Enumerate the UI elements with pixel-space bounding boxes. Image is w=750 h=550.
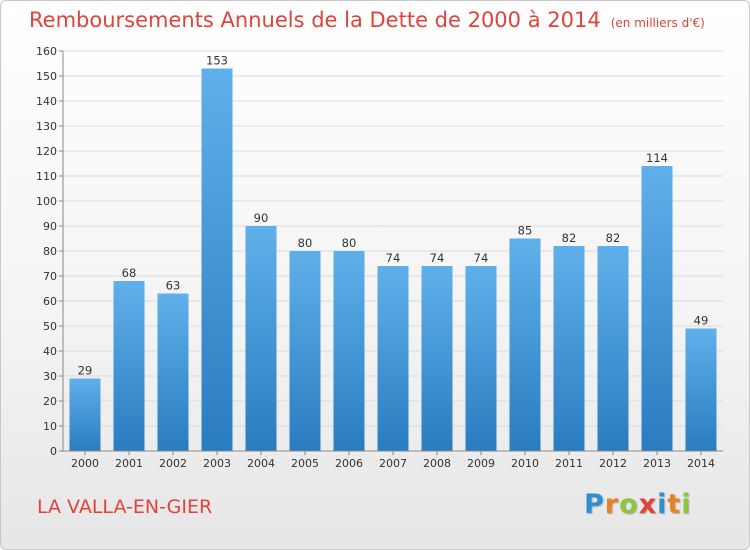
data-label: 85 [518, 224, 533, 238]
y-tick-label: 110 [36, 170, 57, 183]
bar-2008 [421, 266, 453, 451]
x-tick-label: 2007 [379, 457, 407, 470]
bar-2002 [157, 293, 189, 451]
chart-title: Remboursements Annuels de la Dette de 20… [29, 8, 705, 32]
bar-2001 [113, 281, 145, 451]
data-label: 80 [298, 236, 313, 250]
x-tick-label: 2011 [555, 457, 583, 470]
y-tick-label: 0 [50, 445, 57, 458]
place-name: LA VALLA-EN-GIER [37, 496, 213, 518]
x-tick-label: 2008 [423, 457, 451, 470]
y-tick-label: 90 [43, 220, 57, 233]
y-tick-labels: 0 10 20 30 40 50 60 70 80 90 100 110 120 130 140 150 160 [36, 45, 57, 458]
y-tick-label: 40 [43, 345, 57, 358]
y-tick-label: 60 [43, 295, 57, 308]
y-tick-label: 120 [36, 145, 57, 158]
data-label: 82 [562, 231, 577, 245]
bar-2005 [289, 251, 321, 451]
y-tick-label: 100 [36, 195, 57, 208]
axes [62, 51, 723, 452]
bars [69, 68, 717, 455]
data-label: 74 [386, 251, 401, 265]
data-label: 82 [606, 231, 621, 245]
bar-2011 [553, 246, 585, 451]
x-tick-label: 2000 [71, 457, 99, 470]
data-label: 74 [474, 251, 489, 265]
x-tick-label: 2012 [599, 457, 627, 470]
y-tick-label: 50 [43, 320, 57, 333]
bar-2014 [685, 328, 717, 451]
chart-title-text: Remboursements Annuels de la Dette de 20… [29, 8, 601, 32]
x-tick-labels: 2000 2001 2002 2003 2004 2005 2006 2007 2008 2009… [71, 457, 715, 470]
logo-letter: x [638, 489, 658, 520]
data-label: 63 [166, 279, 181, 293]
bar-2006 [333, 251, 365, 451]
x-tick-label: 2014 [687, 457, 715, 470]
data-label: 74 [430, 251, 445, 265]
y-tick-label: 160 [36, 45, 57, 58]
bar-2009 [465, 266, 497, 451]
y-tick-label: 20 [43, 395, 57, 408]
y-tick-label: 30 [43, 370, 57, 383]
data-label: 153 [206, 54, 228, 68]
data-label: 29 [78, 364, 93, 378]
x-tick-label: 2005 [291, 457, 319, 470]
proxiti-logo[interactable]: Proxiti [584, 489, 692, 520]
y-tick-label: 150 [36, 70, 57, 83]
bar-2013 [641, 166, 673, 451]
x-tick-label: 2001 [115, 457, 143, 470]
logo-letter: P [584, 489, 605, 520]
y-tick-label: 10 [43, 420, 57, 433]
data-label: 49 [694, 314, 709, 328]
x-tick-label: 2004 [247, 457, 275, 470]
x-tick-label: 2003 [203, 457, 231, 470]
data-label: 68 [122, 266, 137, 280]
logo-letter: t [667, 489, 682, 520]
y-tick-label: 70 [43, 270, 57, 283]
logo-letter: i [681, 489, 692, 520]
bar-2003 [201, 68, 233, 451]
x-tick-label: 2010 [511, 457, 539, 470]
logo-letter: i [657, 489, 668, 520]
data-label: 80 [342, 236, 357, 250]
data-label: 90 [254, 211, 269, 225]
x-tick-label: 2009 [467, 457, 495, 470]
x-tick-label: 2013 [643, 457, 671, 470]
data-label: 114 [646, 151, 668, 165]
y-tick-label: 80 [43, 245, 57, 258]
x-tick-label: 2002 [159, 457, 187, 470]
bar-2010 [509, 238, 541, 451]
bar-2007 [377, 266, 409, 451]
x-tick-label: 2006 [335, 457, 363, 470]
logo-letter: o [619, 489, 639, 520]
logo-letter: r [604, 489, 620, 520]
bar-2004 [245, 226, 277, 451]
bar-2012 [597, 246, 629, 451]
data-labels: 29 68 63 153 90 80 80 74 74 74 85 82 82 114 49 [78, 54, 709, 378]
chart-title-unit: (en milliers d'€) [610, 16, 705, 30]
y-tick-label: 130 [36, 120, 57, 133]
bar-2000 [69, 378, 101, 451]
y-tick-label: 140 [36, 95, 57, 108]
